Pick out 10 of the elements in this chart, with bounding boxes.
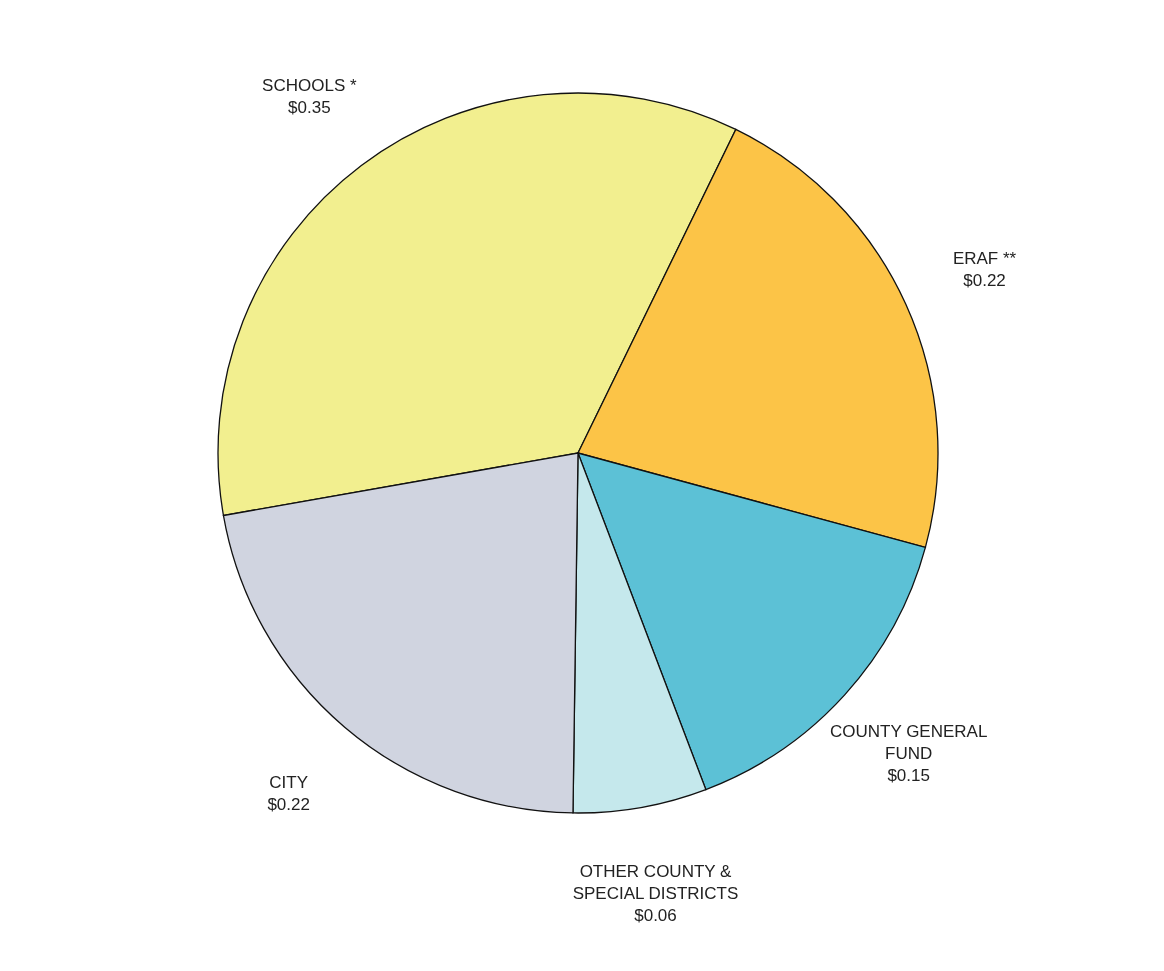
data-label: $0.06 <box>634 905 677 925</box>
data-label: $0.22 <box>963 270 1006 290</box>
data-label: $0.35 <box>288 97 331 117</box>
slice-label: CITY <box>269 772 309 792</box>
slice-label: SCHOOLS * <box>262 75 357 95</box>
slice-label: COUNTY GENERAL FUND <box>829 721 988 763</box>
slice-label: OTHER COUNTY & SPECIAL DISTRICTS <box>572 861 739 903</box>
slice-label: ERAF ** <box>952 248 1017 268</box>
data-label: $0.22 <box>267 794 310 814</box>
data-label: $0.15 <box>887 765 930 785</box>
